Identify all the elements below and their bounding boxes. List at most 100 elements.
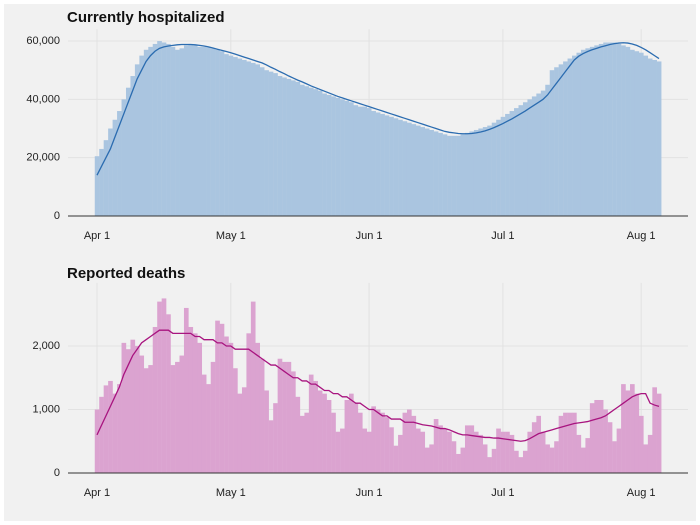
bar [469,131,475,216]
bar [505,113,510,216]
bar [554,441,559,473]
bar [121,342,127,473]
bar [139,355,145,473]
bar [531,422,537,473]
bar [148,365,153,473]
bar [291,371,296,473]
bar [572,412,577,473]
bar [487,457,492,473]
bar [598,399,604,473]
bar [264,390,269,473]
bar [250,301,256,473]
bar [647,58,653,216]
bar [527,431,533,473]
bar [286,78,292,217]
bar [94,156,100,216]
bar [384,115,390,216]
bar [349,393,354,473]
x-tick-label: May 1 [216,230,246,242]
bar [478,434,484,473]
bar [277,358,283,473]
bar [161,42,167,216]
bar [549,70,555,217]
bar [456,453,461,473]
bar [643,55,649,217]
bar [656,61,662,216]
bar [192,333,198,473]
bar [630,49,635,217]
x-tick-label: May 1 [216,487,246,499]
bar [237,58,243,216]
bar [197,342,203,473]
bar [389,116,394,216]
bar [393,118,399,216]
bar [380,113,385,216]
bar [589,46,595,216]
bar [603,409,608,473]
bar [563,61,568,216]
y-tick-label: 1,000 [32,403,60,415]
x-tick-label: Jul 1 [491,230,514,242]
bar [313,89,318,216]
bar [130,339,136,473]
bar [558,415,564,473]
bar [282,361,287,473]
bar [157,301,162,473]
bar [398,119,403,216]
bar [112,119,118,216]
bar [326,399,332,473]
bar [638,415,644,473]
chart-title: Currently hospitalized [67,9,225,26]
bar [402,412,408,473]
bar [469,425,475,473]
bar [139,55,145,217]
bar [197,46,203,216]
bar [233,368,238,473]
bar [255,342,260,473]
bar [273,73,278,216]
bar [429,444,434,473]
bar [175,49,180,217]
bar [518,105,524,216]
bar [246,61,252,216]
bar [308,87,314,216]
y-tick-label: 0 [54,210,60,222]
bar [540,431,546,473]
bar [536,415,542,473]
bar [99,148,104,216]
bar [268,71,274,216]
bar [567,58,573,216]
bar [224,336,229,473]
bar [125,87,131,216]
bar [603,42,608,216]
bar [179,48,185,216]
bar [317,390,323,473]
bar [509,111,515,216]
bar [143,49,149,217]
chart-title: Reported deaths [67,265,185,282]
bar [241,59,247,217]
bar [630,384,635,473]
bar [219,323,225,473]
bar [652,59,657,217]
bar [518,457,524,473]
bar [148,46,153,216]
bar [277,76,283,216]
bar [406,122,412,216]
bar [362,106,368,216]
bar [188,43,194,216]
bar [349,102,354,216]
bar [206,47,211,217]
bar [304,86,310,216]
bar [108,128,113,216]
bar [509,434,515,473]
bar [411,415,417,473]
bar [607,42,613,216]
bar [371,406,376,473]
bar [224,54,229,216]
bar [357,412,363,473]
bar [380,412,385,473]
bar [121,99,127,216]
bar [322,393,327,473]
